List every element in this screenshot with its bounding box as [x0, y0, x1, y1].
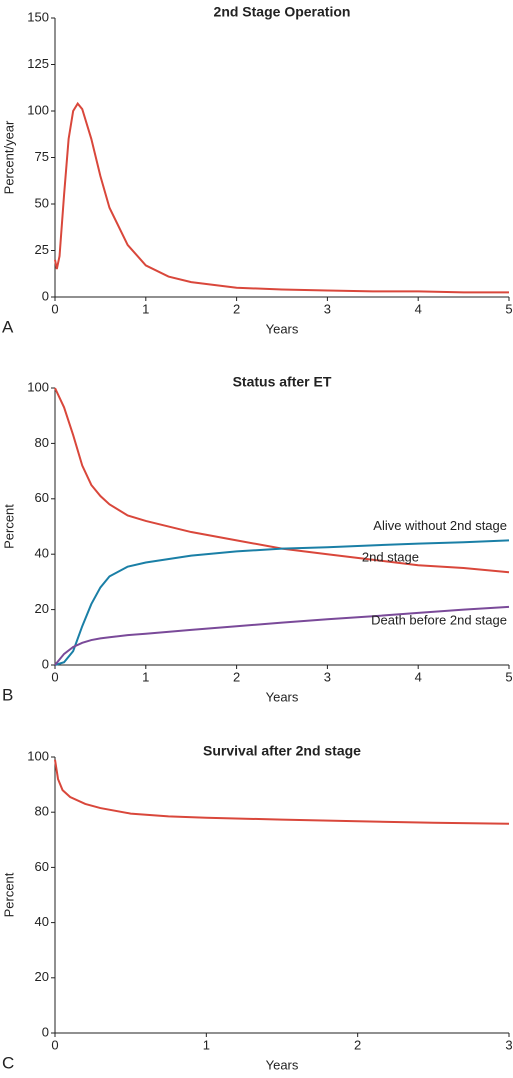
x-tick-label: 3: [505, 1037, 512, 1052]
y-tick-label: 80: [35, 804, 49, 819]
x-tick-label: 3: [324, 301, 331, 316]
line-series: [54, 101, 509, 294]
y-tick-label: 0: [42, 656, 49, 671]
series-label: 2nd stage: [362, 550, 419, 565]
x-tick-label: 0: [51, 669, 58, 684]
series-label: Alive without 2nd stage: [373, 518, 507, 533]
x-tick-label: 5: [505, 301, 512, 316]
y-tick-label: 100: [27, 102, 49, 117]
x-tick-label: 2: [233, 301, 240, 316]
y-tick-label: 25: [35, 242, 49, 257]
panel-label: B: [2, 685, 13, 704]
line-series: [54, 759, 510, 825]
x-tick-label: 5: [505, 669, 512, 684]
chart-title: 2nd Stage Operation: [214, 4, 351, 20]
y-tick-label: 150: [27, 9, 49, 24]
x-tick-label: 3: [324, 669, 331, 684]
line-series: [54, 387, 510, 574]
y-tick-label: 100: [27, 748, 49, 763]
y-axis-label: Percent/year: [1, 120, 16, 194]
y-axis-label: Percent: [1, 872, 16, 917]
x-axis-label: Years: [266, 321, 299, 336]
line-series: [54, 539, 510, 666]
y-tick-label: 20: [35, 969, 49, 984]
x-tick-label: 4: [415, 669, 422, 684]
y-tick-label: 40: [35, 914, 49, 929]
line-series: [54, 605, 510, 666]
y-tick-label: 75: [35, 149, 49, 164]
x-tick-label: 1: [142, 301, 149, 316]
y-tick-label: 40: [35, 546, 49, 561]
panel-label: C: [2, 1053, 14, 1072]
chart-title: Status after ET: [233, 374, 332, 390]
series-label: Death before 2nd stage: [371, 612, 507, 627]
x-tick-label: 4: [415, 301, 422, 316]
y-tick-label: 80: [35, 435, 49, 450]
x-tick-label: 2: [354, 1037, 361, 1052]
y-tick-label: 100: [27, 379, 49, 394]
x-tick-label: 1: [142, 669, 149, 684]
chart-title: Survival after 2nd stage: [203, 743, 361, 759]
x-axis-label: Years: [266, 1057, 299, 1072]
y-tick-label: 60: [35, 859, 49, 874]
panel-label: A: [2, 317, 14, 336]
y-axis-label: Percent: [1, 504, 16, 549]
x-tick-label: 0: [51, 1037, 58, 1052]
y-tick-label: 0: [42, 288, 49, 303]
y-tick-label: 60: [35, 490, 49, 505]
y-tick-label: 20: [35, 601, 49, 616]
y-tick-label: 50: [35, 195, 49, 210]
y-tick-label: 0: [42, 1024, 49, 1039]
x-tick-label: 2: [233, 669, 240, 684]
x-axis-label: Years: [266, 689, 299, 704]
y-tick-label: 125: [27, 56, 49, 71]
x-tick-label: 1: [203, 1037, 210, 1052]
x-tick-label: 0: [51, 301, 58, 316]
